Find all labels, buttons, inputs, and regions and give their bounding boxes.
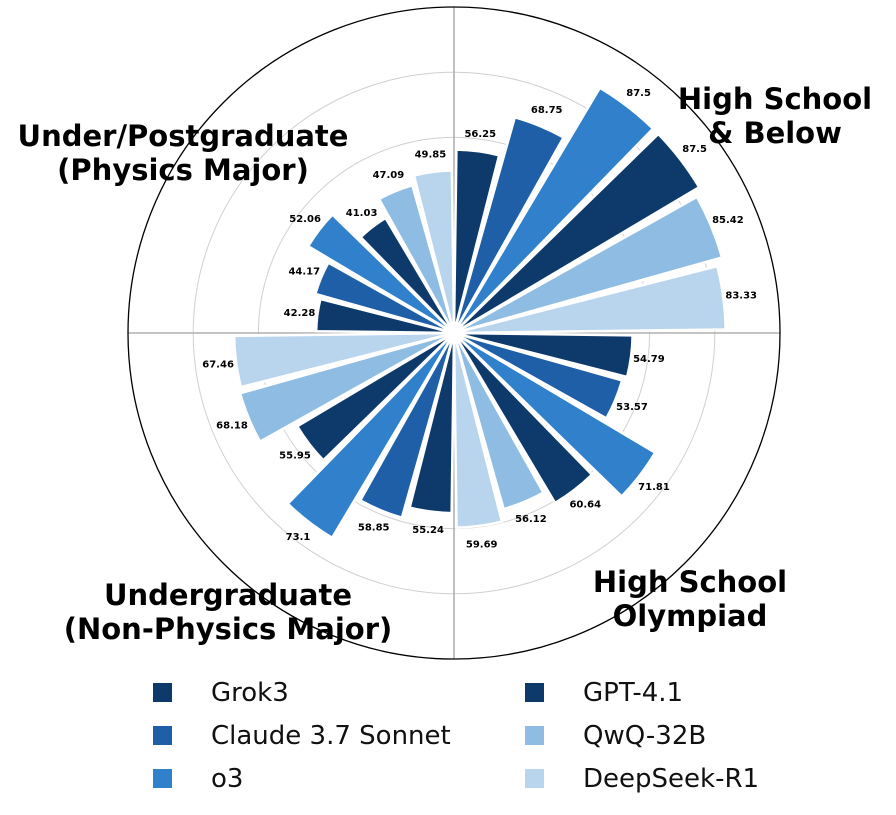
value-label: 44.17 <box>288 267 320 278</box>
bar-grok3-0 <box>452 148 501 334</box>
value-label: 55.24 <box>412 525 444 536</box>
value-label: 54.79 <box>633 354 665 365</box>
value-label: 68.18 <box>216 420 248 431</box>
bar-grok3-1 <box>453 331 634 379</box>
legend-label: o3 <box>211 764 243 794</box>
value-label: 56.12 <box>515 514 547 525</box>
legend: Grok3 Claude 3.7 Sonnet o3 GPT-4.1 QwQ-32B De… <box>153 678 759 794</box>
bar-qwq-32b-1 <box>452 332 546 511</box>
bar-group <box>232 86 727 540</box>
value-label: 41.03 <box>346 208 378 219</box>
legend-swatch <box>153 769 172 788</box>
legend-label: Grok3 <box>211 678 289 708</box>
value-label: 87.5 <box>626 88 651 99</box>
legend-swatch <box>153 726 172 745</box>
bar-claude-3-7-sonnet-0 <box>452 115 566 334</box>
value-label: 71.81 <box>638 482 670 493</box>
value-label: 53.57 <box>616 402 648 413</box>
value-label: 60.64 <box>569 500 601 511</box>
legend-swatch <box>525 683 544 702</box>
value-label: 73.1 <box>286 532 311 543</box>
legend-swatch <box>153 683 172 702</box>
bar-qwq-32b-2 <box>238 331 455 444</box>
bar-gpt-4-1-2 <box>295 331 455 463</box>
bar-qwq-32b-0 <box>453 195 724 335</box>
value-label: 85.42 <box>712 215 744 226</box>
value-label-group: 56.25 68.75 87.5 87.5 85.42 83.33 54.79 53.57 71… <box>202 88 757 550</box>
legend-label: GPT-4.1 <box>583 678 683 708</box>
category-label: Undergraduate <box>104 578 352 612</box>
bar-o3-3 <box>306 212 455 335</box>
category-label: High School <box>593 565 787 599</box>
outer-ring <box>127 6 781 660</box>
value-label: 58.85 <box>358 522 390 533</box>
bar-qwq-32b-3 <box>377 183 456 334</box>
category-label: Olympiad <box>613 599 768 633</box>
bar-claude-3-7-sonnet-3 <box>313 260 455 335</box>
bar-deepseek-r1-1 <box>452 332 504 529</box>
legend-label: Claude 3.7 Sonnet <box>211 721 451 751</box>
value-label: 56.25 <box>464 129 496 140</box>
value-label: 42.28 <box>284 308 316 319</box>
value-label: 87.5 <box>682 144 707 155</box>
category-label: Under/Postgraduate <box>18 119 349 153</box>
legend-label: QwQ-32B <box>583 721 706 751</box>
bar-gpt-4-1-1 <box>452 332 594 505</box>
bar-grok3-2 <box>408 332 456 515</box>
category-label: & Below <box>708 116 842 150</box>
polar-grid <box>127 6 781 660</box>
bar-deepseek-r1-2 <box>232 331 455 389</box>
bar-deepseek-r1-0 <box>453 264 727 335</box>
bar-gpt-4-1-3 <box>358 216 456 334</box>
value-label: 47.09 <box>373 170 405 181</box>
value-label: 68.75 <box>531 105 563 116</box>
category-label: (Non-Physics Major) <box>64 612 393 646</box>
value-label: 55.95 <box>279 451 311 462</box>
legend-label: DeepSeek-R1 <box>583 764 759 794</box>
bar-o3-2 <box>285 332 456 540</box>
bar-o3-1 <box>453 331 657 499</box>
category-label: High School <box>678 82 872 116</box>
legend-swatch <box>525 769 544 788</box>
value-label: 49.85 <box>415 150 447 161</box>
category-label: (Physics Major) <box>57 153 309 187</box>
bar-claude-3-7-sonnet-2 <box>358 332 456 520</box>
bar-claude-3-7-sonnet-1 <box>453 331 624 421</box>
value-label: 59.69 <box>466 539 498 550</box>
legend-swatch <box>525 726 544 745</box>
value-label: 83.33 <box>725 291 757 302</box>
bar-deepseek-r1-3 <box>412 169 456 334</box>
bar-o3-0 <box>452 86 655 334</box>
bar-gpt-4-1-0 <box>453 132 701 335</box>
value-label: 52.06 <box>289 214 321 225</box>
value-label: 67.46 <box>202 360 234 371</box>
